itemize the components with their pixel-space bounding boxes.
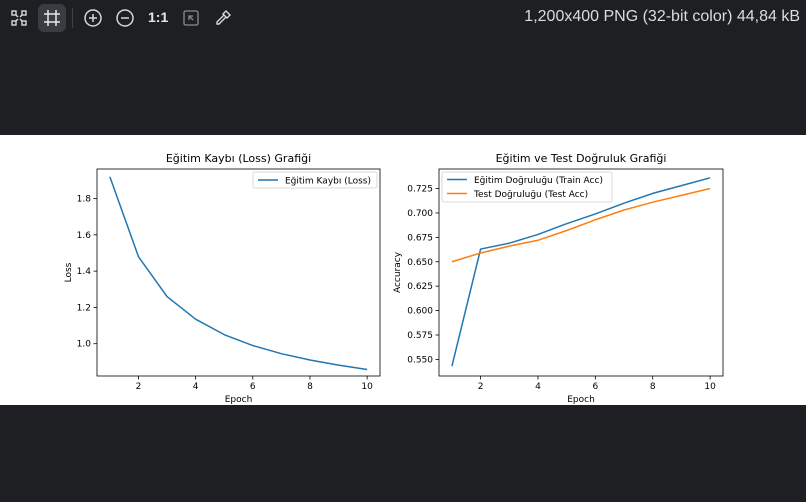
x-axis-label: Epoch [567,395,595,405]
series-line-0 [451,177,711,367]
actual-size-button[interactable]: 1:1 [148,9,169,25]
x-tick-label: 4 [193,382,199,392]
legend: Eğitim Doğruluğu (Train Acc) Test Doğrul… [441,171,613,203]
color-picker-button[interactable] [209,4,237,32]
x-tick-label: 4 [535,382,541,392]
accuracy-chart: Eğitim ve Test Doğruluk Grafiği Epoch Ac… [393,152,724,405]
y-tick-label: 0.650 [407,258,433,268]
y-tick-label: 0.550 [407,355,433,365]
y-tick-label: 1.0 [77,340,92,350]
x-tick-label: 8 [650,382,656,392]
x-tick-label: 2 [478,382,484,392]
y-axis-label: Accuracy [393,251,403,293]
legend-label-train: Eğitim Doğruluğu (Train Acc) [474,176,603,186]
legend-label-test: Test Doğruluğu (Test Acc) [473,190,588,200]
y-tick-label: 0.675 [407,233,433,243]
y-tick-label: 1.8 [77,195,92,205]
fit-window-button[interactable] [177,4,205,32]
toolbar-separator [72,8,73,28]
series-lines [109,176,368,371]
chart-figure: Eğitim Kaybı (Loss) Grafiği Epoch Loss 2… [64,152,724,405]
image-canvas: Eğitim Kaybı (Loss) Grafiği Epoch Loss 2… [0,135,806,405]
series-lines [451,177,711,367]
legend-box [252,171,378,189]
y-axis-label: Loss [64,262,74,282]
viewer-toolbar: 1:1 1,200x400 PNG (32-bit color) 44,84 k… [0,0,806,36]
color-picker-icon [216,10,231,25]
collapse-button[interactable] [5,4,33,32]
plot-area [438,168,724,377]
crop-icon [44,10,60,26]
legend-box [441,171,613,203]
series-line-0 [109,176,368,371]
y-tick-label: 1.4 [77,267,92,277]
axis-ticks: 2 4 6 8 10 0.550 0.575 0.600 0.625 0.650 0.675 0.70… [407,185,716,392]
y-tick-label: 0.725 [407,185,433,195]
x-tick-label: 6 [592,382,598,392]
y-tick-label: 0.600 [407,307,433,317]
zoom-in-icon [84,9,102,27]
y-tick-label: 0.625 [407,282,433,292]
crop-button[interactable] [38,4,66,32]
chart-title: Eğitim ve Test Doğruluk Grafiği [496,152,667,165]
legend-label-loss: Eğitim Kaybı (Loss) [285,177,371,187]
x-tick-label: 10 [704,382,716,392]
fit-window-icon [183,10,199,26]
legend: Eğitim Kaybı (Loss) [252,171,378,189]
y-tick-label: 1.2 [77,303,91,313]
zoom-in-button[interactable] [79,4,107,32]
axis-ticks: 2 4 6 8 10 1.0 1.2 1.4 1.6 1.8 [77,195,373,392]
collapse-icon [11,10,27,26]
series-line-1 [451,187,711,263]
x-tick-label: 10 [361,382,373,392]
x-tick-label: 8 [307,382,313,392]
loss-chart: Eğitim Kaybı (Loss) Grafiği Epoch Loss 2… [64,152,381,405]
image-info: 1,200x400 PNG (32-bit color) 44,84 kB [524,8,800,25]
x-tick-label: 2 [136,382,142,392]
plot-area [96,168,381,377]
x-tick-label: 6 [250,382,256,392]
y-tick-label: 0.700 [407,209,433,219]
zoom-out-button[interactable] [111,4,139,32]
chart-title: Eğitim Kaybı (Loss) Grafiği [166,152,311,165]
y-tick-label: 0.575 [407,331,433,341]
zoom-out-icon [116,9,134,27]
y-tick-label: 1.6 [77,231,92,241]
x-axis-label: Epoch [225,395,253,405]
